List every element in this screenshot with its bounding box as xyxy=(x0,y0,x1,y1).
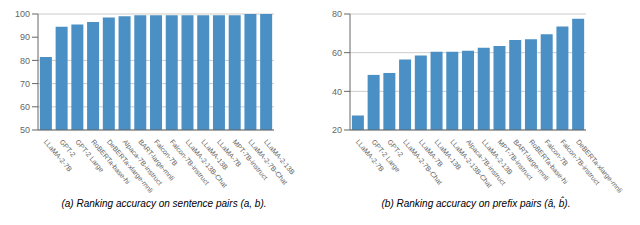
svg-text:LLaMA-13B: LLaMA-13B xyxy=(433,138,463,171)
svg-text:Falcon-7B: Falcon-7B xyxy=(543,138,570,167)
svg-text:Falcon-7B-instruct: Falcon-7B-instruct xyxy=(559,138,602,187)
svg-text:GPT-2 Large: GPT-2 Large xyxy=(74,138,106,174)
svg-text:Falcon-7B-instruct: Falcon-7B-instruct xyxy=(168,138,211,187)
svg-text:GPT-2 Large: GPT-2 Large xyxy=(370,138,402,174)
svg-text:80: 80 xyxy=(20,56,30,66)
svg-text:60: 60 xyxy=(332,48,342,58)
svg-text:BART-large-mnli: BART-large-mnli xyxy=(137,138,176,182)
svg-text:BART-large-mnli: BART-large-mnli xyxy=(512,138,551,182)
svg-text:90: 90 xyxy=(20,32,30,42)
svg-text:DeBERTa-xlarge-mnli: DeBERTa-xlarge-mnli xyxy=(105,138,155,194)
svg-text:Falcon-7B: Falcon-7B xyxy=(152,138,179,167)
html-text:(a) Ranking accuracy on senten: (a) Ranking accuracy on sentence pairs (… xyxy=(61,198,267,209)
svg-text:LLaMA-7B: LLaMA-7B xyxy=(417,138,445,168)
svg-text:GPT-2: GPT-2 xyxy=(59,138,77,158)
svg-text:LLaMA-2-13B-Chat: LLaMA-2-13B-Chat xyxy=(449,138,494,189)
svg-text:MPT-7B-instruct: MPT-7B-instruct xyxy=(496,138,534,181)
svg-text:40: 40 xyxy=(332,87,342,97)
svg-text:100: 100 xyxy=(15,9,30,19)
svg-text:LLaMA-2-7B-Chat: LLaMA-2-7B-Chat xyxy=(402,138,444,186)
svg-text:LLaMA-13B: LLaMA-13B xyxy=(200,138,230,171)
svg-text:RoBERTa-base-hi: RoBERTa-base-hi xyxy=(90,138,132,186)
svg-text:LLaMA-2-13B: LLaMA-2-13B xyxy=(480,138,514,176)
svg-text:LLaMA-7B: LLaMA-7B xyxy=(215,138,243,168)
svg-text:80: 80 xyxy=(332,9,342,19)
svg-text:LLaMA-2-13B-Chat: LLaMA-2-13B-Chat xyxy=(184,138,229,189)
svg-text:Alpaca-7B-instruct: Alpaca-7B-instruct xyxy=(121,138,164,187)
svg-text:RoBERTa-base-hi: RoBERTa-base-hi xyxy=(527,138,570,186)
svg-text:LLaMA-2-13B: LLaMA-2-13B xyxy=(263,138,296,176)
svg-text:LLaMA-2-7B: LLaMA-2-7B xyxy=(42,138,74,173)
svg-text:DeBERTa-xlarge-mnli: DeBERTa-xlarge-mnli xyxy=(574,138,624,195)
html-text:(b) Ranking accuracy on prefix: (b) Ranking accuracy on prefix pairs (â,… xyxy=(381,198,571,209)
svg-text:70: 70 xyxy=(20,79,30,89)
svg-text:MPT-7B-instruct: MPT-7B-instruct xyxy=(231,138,270,181)
svg-text:LLaMA-2-7B: LLaMA-2-7B xyxy=(354,138,386,173)
svg-text:Alpaca-7B-instruct: Alpaca-7B-instruct xyxy=(464,138,508,187)
svg-text:50: 50 xyxy=(20,125,30,135)
svg-text:60: 60 xyxy=(20,102,30,112)
svg-text:GPT-2: GPT-2 xyxy=(386,138,404,158)
svg-text:LLaMA-2-7B-Chat: LLaMA-2-7B-Chat xyxy=(247,138,289,186)
svg-text:20: 20 xyxy=(332,125,342,135)
